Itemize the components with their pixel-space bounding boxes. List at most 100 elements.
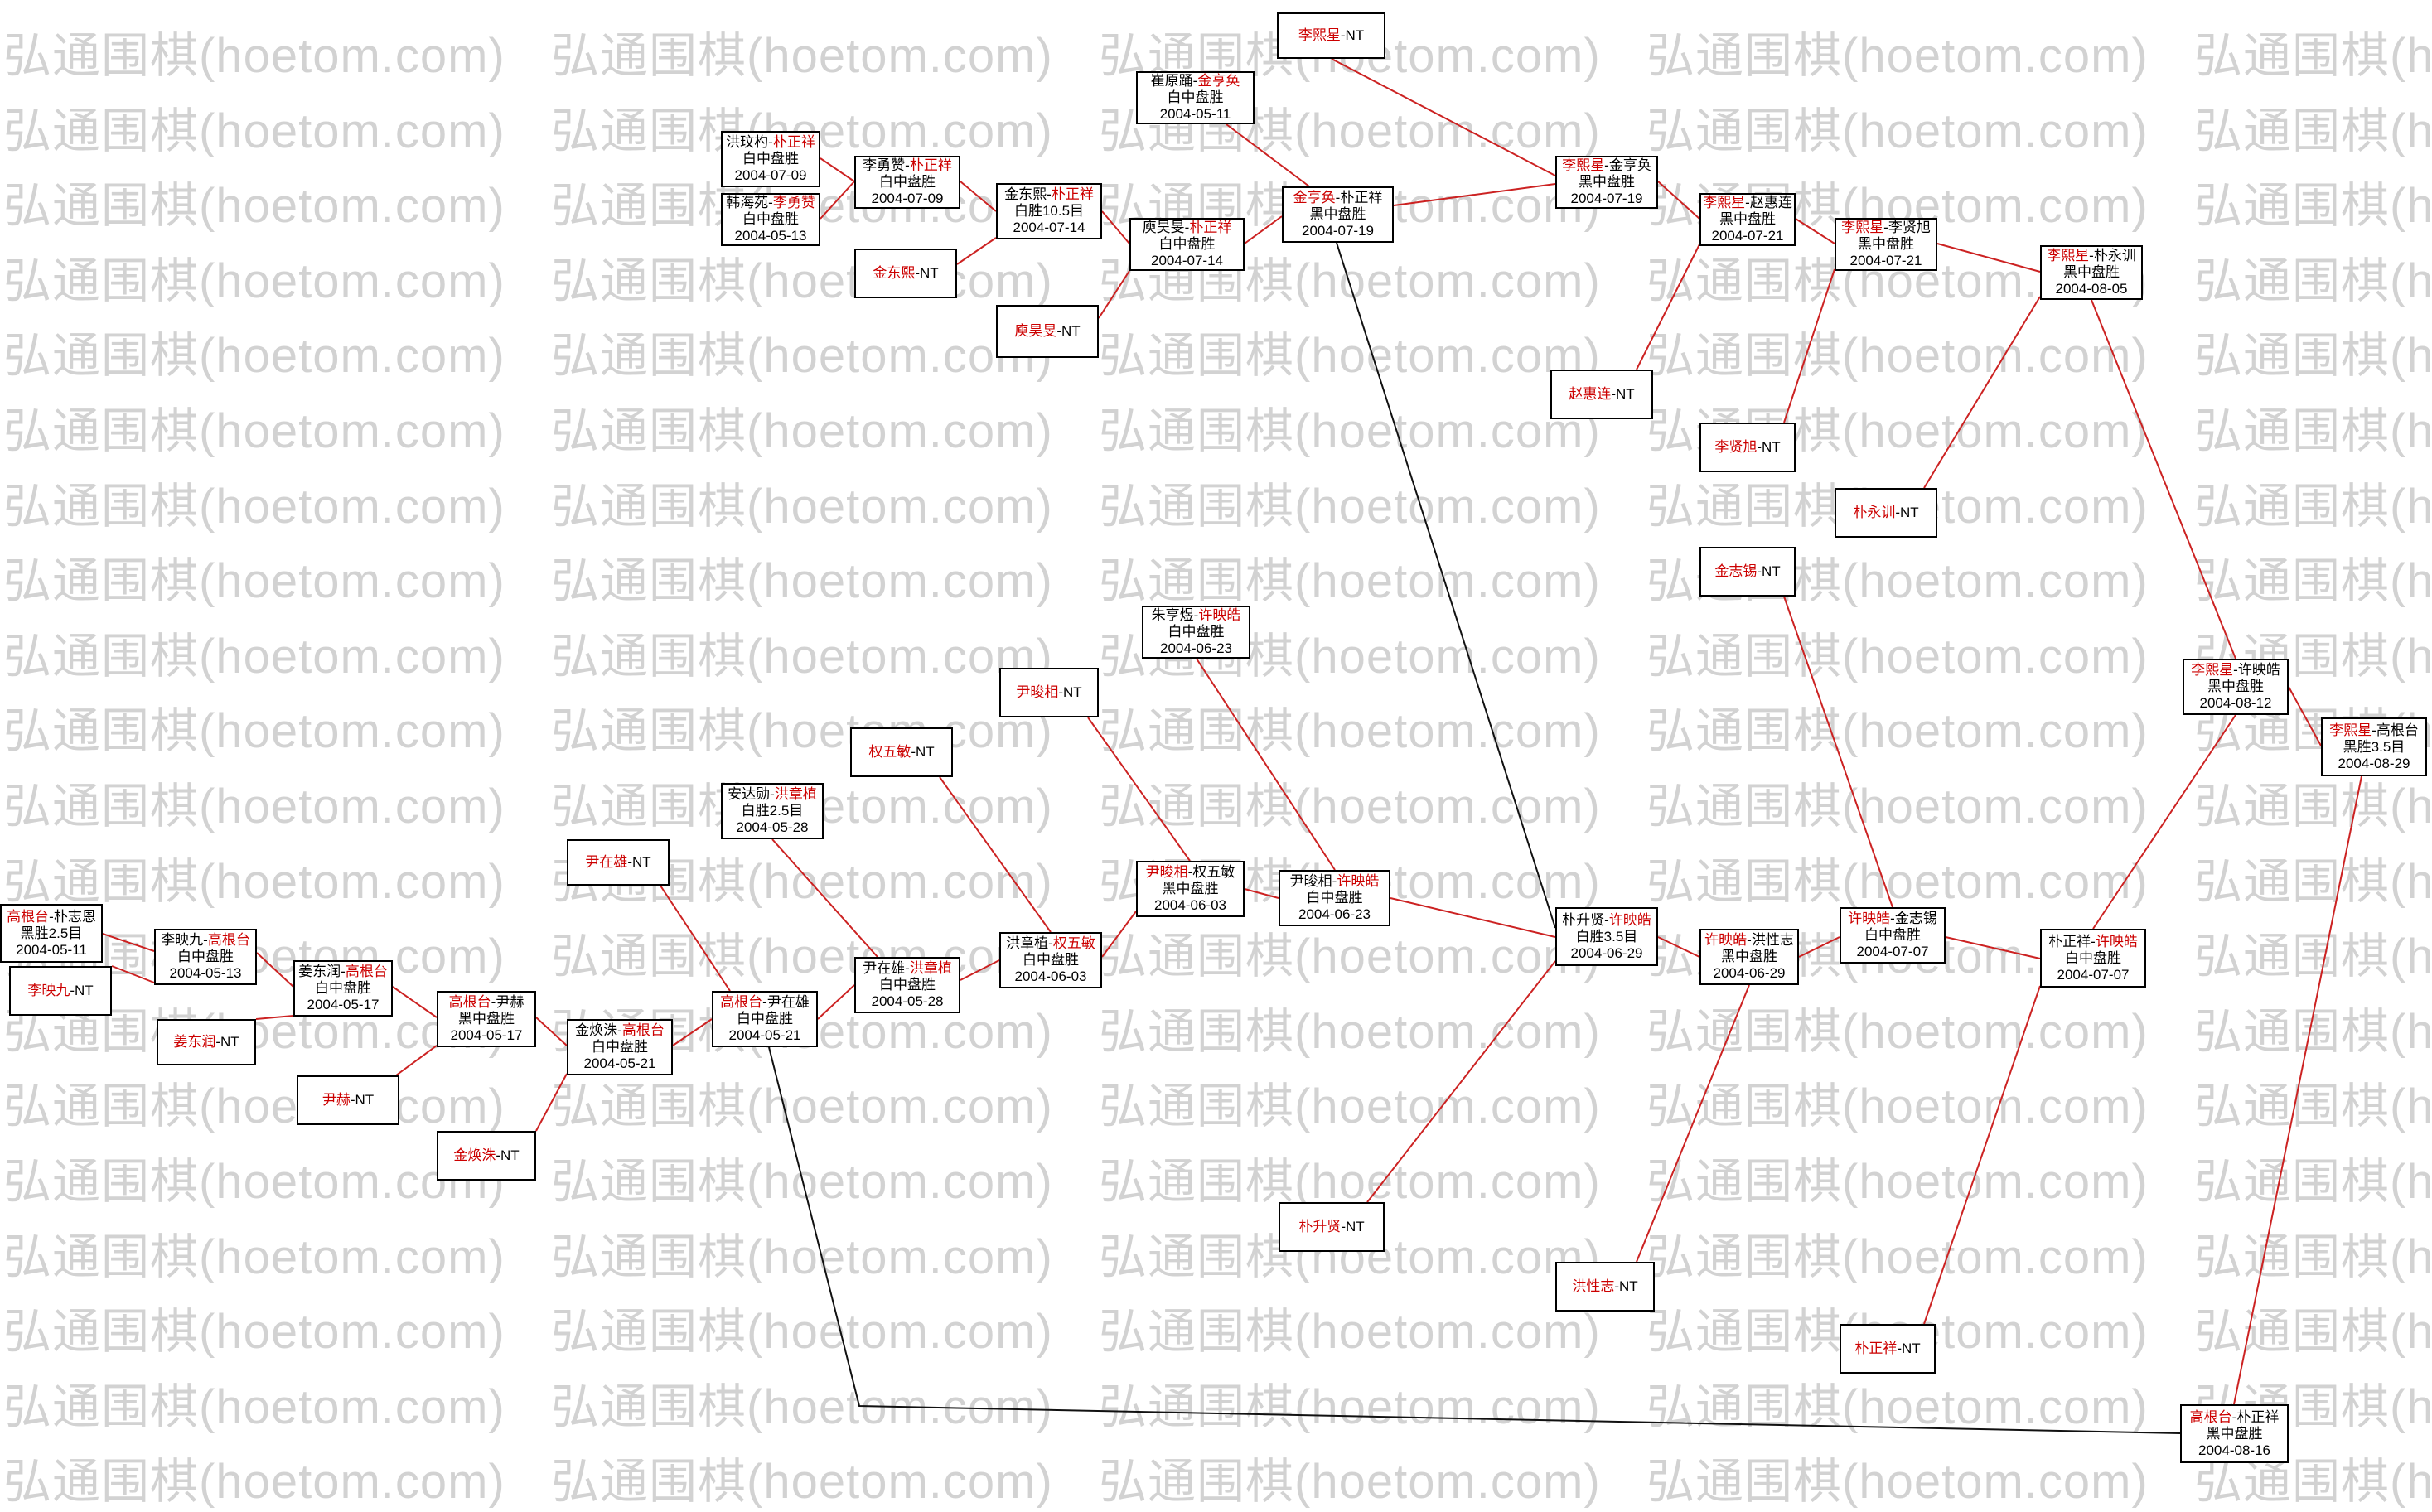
match-box[interactable]: 李熙星-李贤旭 黑中盘胜 2004-07-21 [1835, 218, 1937, 271]
match-box[interactable]: 高根台-朴志恩 黑胜2.5目 2004-05-11 [0, 904, 103, 963]
text-segment: 尹在雄- [863, 960, 910, 976]
watermark-text: 弘通围棋(hoetom.com) [1646, 329, 2149, 384]
text-segment: 白中盘胜 [1158, 236, 1216, 252]
players-line: 韩海苑-李勇赞 [726, 195, 815, 211]
match-box[interactable]: 姜东润-高根台 白中盘胜 2004-05-17 [293, 960, 393, 1017]
text-segment: 白中盘胜 [742, 211, 799, 227]
match-box[interactable]: 许映皓-洪性志 黑中盘胜 2004-06-29 [1699, 929, 1799, 985]
bracket-edge-n44-n38 [1366, 960, 1556, 1203]
match-box[interactable]: 崔原踊-金亨奂 白中盘胜 2004-05-11 [1136, 71, 1255, 124]
watermark-text: 弘通围棋(hoetom.com) [551, 930, 1053, 984]
match-box[interactable]: 高根台-尹赫 黑中盘胜 2004-05-17 [437, 991, 536, 1047]
text-segment: 安达勋- [728, 786, 775, 802]
watermark-text: 弘通围棋(hoetom.com) [3, 1455, 505, 1510]
date-line: 2004-06-29 [1714, 965, 1786, 982]
match-box[interactable]: 洪章植-权五敏 白中盘胜 2004-06-03 [999, 932, 1102, 988]
date-line: 2004-08-29 [2338, 756, 2410, 772]
text-segment: -高根台 [2372, 722, 2419, 738]
match-box[interactable]: 朴升贤-许映皓 白胜3.5目 2004-06-29 [1555, 907, 1658, 966]
text-segment: 2004-07-14 [1151, 253, 1223, 268]
match-box[interactable]: 李熙星-金亨奂 黑中盘胜 2004-07-19 [1555, 156, 1658, 209]
watermark-text: 弘通围棋(hoetom.com) [3, 254, 505, 308]
match-box[interactable]: 韩海苑-李勇赞 白中盘胜 2004-05-13 [721, 193, 820, 246]
text-segment: -尹在雄 [762, 994, 810, 1010]
players-line: 朴永训-NT [1853, 505, 1918, 521]
text-segment: 2004-07-09 [734, 167, 807, 183]
text-segment: 白胜2.5目 [741, 803, 804, 819]
match-box[interactable]: 洪玟杓-朴正祥 白中盘胜 2004-07-09 [721, 131, 820, 187]
match-box[interactable]: 李熙星-许映皓 黑中盘胜 2004-08-12 [2183, 659, 2289, 715]
watermark-text: 弘通围棋(hoetom.com) [551, 1229, 1053, 1284]
players-line: 李贤旭-NT [1714, 439, 1780, 456]
match-box[interactable]: 高根台-朴正祥 黑中盘胜 2004-08-16 [2180, 1404, 2289, 1463]
date-line: 2004-05-21 [584, 1056, 656, 1072]
watermark-text: 弘通围棋(hoetom.com) [1099, 404, 1601, 458]
bracket-edge-n21-n35 [939, 776, 1052, 933]
match-box[interactable]: 金东熙-朴正祥 白胜10.5目 2004-07-14 [996, 183, 1102, 239]
match-box[interactable]: 李勇赞-朴正祥 白中盘胜 2004-07-09 [854, 156, 960, 209]
match-box[interactable]: 金焕洙-高根台 白中盘胜 2004-05-21 [567, 1019, 673, 1075]
match-box[interactable]: 朴正祥-许映皓 白中盘胜 2004-07-07 [2040, 929, 2146, 988]
match-box[interactable]: 尹晙相-权五敏 黑中盘胜 2004-06-03 [1136, 861, 1245, 917]
text-segment: 洪玟杓- [726, 134, 773, 150]
watermark-text: 弘通围棋(hoetom.com) [3, 854, 505, 909]
watermark-text: 弘通围棋(hoetom.com) [2194, 404, 2432, 458]
match-box[interactable]: 高根台-尹在雄 白中盘胜 2004-05-21 [712, 991, 818, 1047]
bracket-edge-n41-n42 [2092, 714, 2236, 930]
watermark-text: 弘通围棋(hoetom.com) [3, 329, 505, 384]
winner-name: 李映九 [27, 983, 70, 998]
watermark-text: 弘通围棋(hoetom.com) [3, 1080, 505, 1134]
result-line: 黑胜2.5目 [21, 925, 83, 942]
match-box[interactable]: 安达勋-洪章植 白胜2.5目 2004-05-28 [721, 783, 824, 839]
bye-box: 权五敏-NT [850, 727, 953, 777]
match-box[interactable]: 尹在雄-洪章植 白中盘胜 2004-05-28 [854, 957, 960, 1013]
match-box[interactable]: 李熙星-朴永训 黑中盘胜 2004-08-05 [2040, 245, 2143, 300]
watermark-text: 弘通围棋(hoetom.com) [551, 1080, 1053, 1134]
watermark-text: 弘通围棋(hoetom.com) [3, 179, 505, 234]
text-segment: 白中盘胜 [592, 1039, 648, 1055]
result-line: 白中盘胜 [2065, 950, 2121, 967]
winner-name: 李贤旭 [1714, 439, 1758, 455]
date-line: 2004-05-28 [872, 993, 944, 1010]
watermark-text: 弘通围棋(hoetom.com) [2194, 179, 2432, 234]
bracket-edge-n16-n13 [1783, 268, 1835, 423]
text-segment: 2004-05-28 [736, 819, 809, 835]
text-segment: 白中盘胜 [177, 949, 234, 964]
text-segment: 白中盘胜 [1167, 89, 1224, 105]
players-line: 尹在雄-NT [585, 854, 650, 871]
match-box[interactable]: 朱亨煜-许映皓 白中盘胜 2004-06-23 [1142, 606, 1250, 659]
match-box[interactable]: 李熙星-赵惠连 黑中盘胜 2004-07-21 [1699, 193, 1796, 246]
players-line: 李熙星-李贤旭 [1841, 220, 1931, 236]
winner-name: 洪性志 [1572, 1278, 1615, 1294]
players-line: 金焕洙-NT [453, 1147, 519, 1164]
watermark-text: 弘通围棋(hoetom.com) [1646, 1229, 2149, 1284]
bye-box: 金东熙-NT [854, 249, 957, 298]
bracket-edge-n10-n11 [1393, 183, 1556, 206]
result-line: 白胜10.5目 [1014, 203, 1084, 220]
watermark-text: 弘通围棋(hoetom.com) [1099, 1379, 1601, 1434]
text-segment: 姜东润- [298, 964, 346, 979]
watermark-text: 弘通围棋(hoetom.com) [551, 1379, 1053, 1434]
players-line: 朴升贤-NT [1298, 1219, 1364, 1235]
match-box[interactable]: 李映九-高根台 白中盘胜 2004-05-13 [154, 929, 257, 985]
result-line: 黑中盘胜 [1721, 949, 1777, 965]
match-box[interactable]: 庾昊旻-朴正祥 白中盘胜 2004-07-14 [1129, 218, 1245, 271]
bracket-edge-n7-n6 [956, 237, 997, 265]
match-box[interactable]: 李熙星-高根台 黑胜3.5目 2004-08-29 [2321, 717, 2427, 776]
watermark-text: 弘通围棋(hoetom.com) [3, 629, 505, 684]
match-box[interactable]: 许映皓-金志锡 白中盘胜 2004-07-07 [1840, 907, 1946, 964]
match-box[interactable]: 尹晙相-许映皓 白中盘胜 2004-06-23 [1279, 870, 1390, 926]
players-line: 李熙星-赵惠连 [1703, 195, 1792, 211]
watermark-text: 弘通围棋(hoetom.com) [551, 1155, 1053, 1209]
text-segment: 2004-05-13 [734, 228, 807, 244]
players-line: 崔原踊-金亨奂 [1151, 73, 1240, 89]
text-segment: 白中盘胜 [879, 977, 936, 993]
match-box[interactable]: 金亨奂-朴正祥 黑中盘胜 2004-07-19 [1282, 186, 1394, 243]
text-segment: 黑中盘胜 [1162, 881, 1219, 896]
bye-box: 李熙星-NT [1277, 12, 1385, 59]
bracket-edge-n34-n35 [960, 959, 1000, 981]
winner-name: 朴正祥 [772, 134, 815, 150]
